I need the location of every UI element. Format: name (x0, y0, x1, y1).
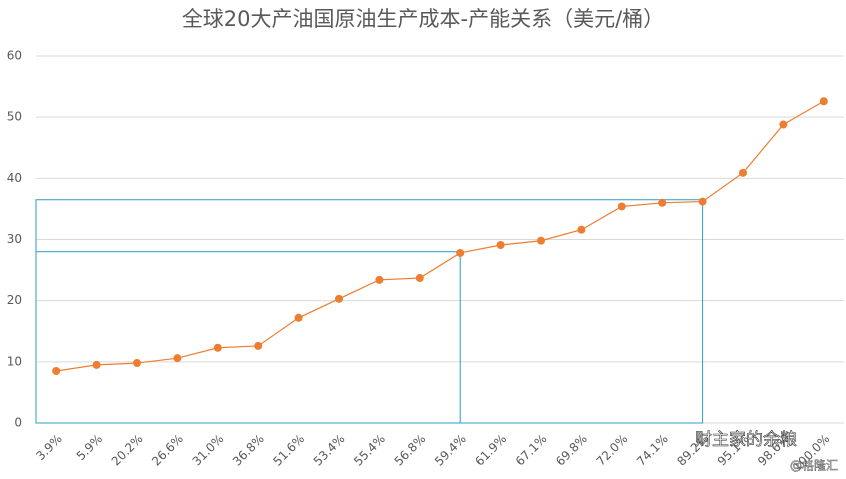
y-tick-label: 10 (7, 354, 22, 368)
x-tick-label: 59.4% (432, 432, 469, 469)
x-tick-label: 72.0% (594, 432, 631, 469)
data-point (213, 343, 222, 352)
highlight-box (35, 251, 461, 424)
data-point (133, 359, 141, 368)
x-tick-label: 53.4% (311, 432, 348, 469)
x-tick-label: 56.8% (392, 432, 429, 469)
data-point (173, 354, 182, 363)
data-point (456, 248, 465, 257)
x-tick-label: 20.2% (109, 432, 146, 469)
y-tick-label: 20 (7, 293, 22, 307)
x-tick-label: 61.9% (472, 432, 509, 469)
data-point (254, 341, 263, 350)
x-tick-label: 74.1% (634, 432, 671, 469)
data-point (92, 360, 101, 369)
y-tick-label: 30 (7, 232, 22, 246)
data-point (819, 97, 828, 106)
highlight-box (35, 199, 704, 424)
x-tick-label: 26.6% (149, 432, 186, 469)
data-point (617, 202, 626, 211)
data-point (496, 241, 505, 250)
x-tick-label: 3.9% (33, 432, 64, 463)
x-tick-label: 51.6% (270, 432, 307, 469)
data-point (658, 198, 667, 207)
x-tick-label: 5.9% (74, 432, 105, 463)
x-tick-label: 55.4% (351, 432, 388, 469)
data-point (52, 367, 61, 376)
data-point (415, 274, 424, 283)
data-point (335, 294, 343, 303)
y-tick-label: 40 (7, 171, 22, 185)
y-tick-label: 50 (7, 110, 22, 124)
watermark: 财主家的余粮 (695, 430, 797, 450)
data-point (577, 225, 586, 234)
x-tick-label: 69.8% (553, 432, 590, 469)
data-point (779, 120, 788, 129)
data-point (739, 168, 747, 177)
series-line (56, 100, 825, 372)
data-point (294, 313, 303, 322)
y-tick-label: 0 (14, 416, 22, 430)
data-point (537, 236, 545, 245)
y-tick-label: 60 (7, 49, 22, 63)
data-point (698, 197, 707, 206)
chart-title: 全球20大产油国原油生产成本-产能关系（美元/桶） (182, 7, 664, 31)
data-point (375, 275, 384, 284)
x-tick-label: 36.8% (230, 432, 267, 469)
watermark: @格隆汇 (790, 458, 838, 473)
x-tick-label: 67.1% (513, 432, 550, 469)
x-tick-label: 31.0% (190, 432, 227, 469)
